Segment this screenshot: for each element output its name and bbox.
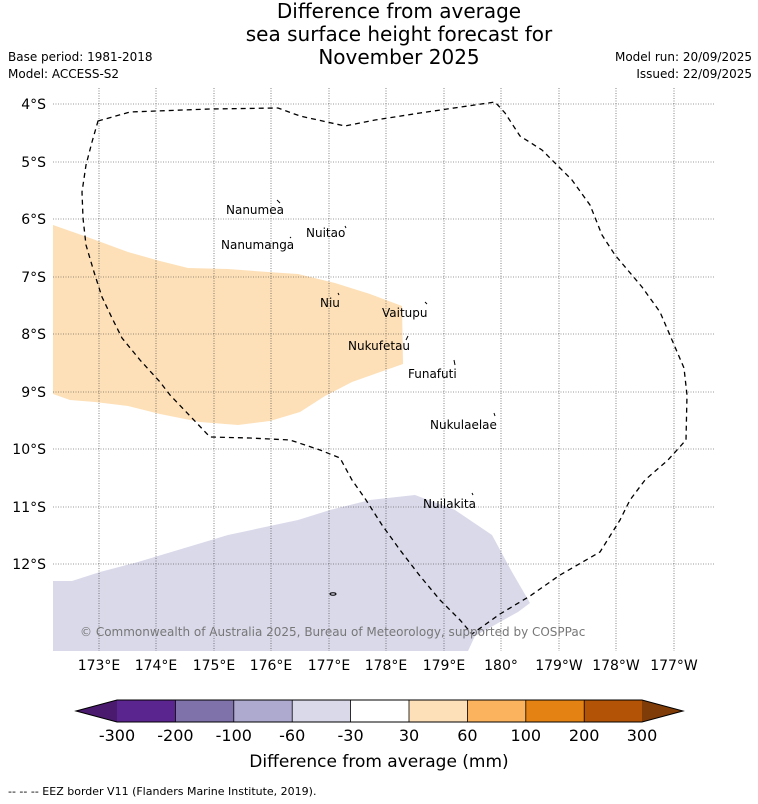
island-mark-reef [329, 592, 337, 596]
title-line-3: November 2025 [318, 45, 480, 69]
lat-label: 4°S [21, 97, 46, 113]
colorbar-segment [467, 700, 526, 722]
lat-label: 11°S [12, 500, 46, 516]
colorbar-tick: -100 [216, 726, 252, 745]
island-mark-niu [337, 292, 340, 296]
meta-left: Base period: 1981-2018 Model: ACCESS-S2 [8, 49, 153, 83]
lon-label: 176°E [250, 658, 293, 674]
island-label-nukufetau: Nukufetau [348, 339, 410, 353]
island-label-nuitao: Nuitao [306, 226, 345, 240]
colorbar: -300 -200 -100 -60 -30 30 60 100 200 300… [74, 699, 685, 772]
island-label-niu: Niu [320, 296, 340, 310]
lat-label: 8°S [21, 327, 46, 343]
lon-label: 178°W [592, 658, 640, 674]
island-mark-funafuti [453, 359, 456, 366]
island-label-vaitupu: Vaitupu [382, 306, 428, 320]
colorbar-tick: 100 [511, 726, 542, 745]
island-mark-vaitupu [424, 301, 428, 305]
island-mark-nuilakita [471, 492, 474, 496]
lat-label: 9°S [21, 385, 46, 401]
lon-label: 179°W [535, 658, 583, 674]
island-mark-nukufetau [405, 335, 409, 341]
colorbar-segment [292, 700, 351, 722]
lat-label: 6°S [21, 212, 46, 228]
colorbar-tick: 30 [399, 726, 419, 745]
island-mark-nukulaelae [493, 412, 496, 417]
lon-label: 177°E [308, 658, 351, 674]
lon-label: 174°E [135, 658, 178, 674]
model-name: Model: ACCESS-S2 [8, 67, 120, 81]
negative-anomaly-region [53, 495, 530, 651]
model-run: Model run: 20/09/2025 [614, 50, 752, 64]
island-mark-nanumanga [289, 236, 292, 239]
lat-label: 10°S [12, 442, 46, 458]
colorbar-segment [175, 700, 234, 722]
lon-label: 173°E [78, 658, 121, 674]
colorbar-segment [409, 700, 468, 722]
lon-label: 180° [484, 658, 518, 674]
island-mark-nuitao [344, 225, 347, 229]
eez-border [81, 101, 688, 635]
colorbar-tick: -30 [338, 726, 364, 745]
base-period: Base period: 1981-2018 [8, 50, 153, 64]
colorbar-segment [233, 700, 293, 722]
colorbar-segment [584, 700, 642, 722]
colorbar-tick: -200 [157, 726, 193, 745]
colorbar-extend-min [76, 700, 117, 722]
map-title: Difference from average sea surface heig… [0, 0, 758, 69]
island-marks [276, 199, 496, 596]
gridlines [53, 88, 714, 651]
colorbar-tick: 60 [457, 726, 477, 745]
colorbar-segment [117, 700, 176, 722]
positive-anomaly-region [53, 225, 403, 425]
colorbar-tick: 200 [569, 726, 600, 745]
issued-date: Issued: 22/09/2025 [636, 67, 752, 81]
map-area [53, 225, 530, 651]
island-mark-nanumea [276, 199, 281, 204]
eez-footnote: -- -- -- EEZ border V11 (Flanders Marine… [8, 785, 317, 798]
colorbar-label: Difference from average (mm) [249, 752, 508, 772]
colorbar-tick: -60 [279, 726, 305, 745]
lon-label: 179°E [423, 658, 466, 674]
colorbar-tick: 300 [627, 726, 658, 745]
lon-label: 175°E [193, 658, 236, 674]
copyright-text: © Commonwealth of Australia 2025, Bureau… [80, 625, 585, 639]
island-label-nanumanga: Nanumanga [221, 238, 294, 252]
lon-label: 178°E [365, 658, 408, 674]
lon-label: 177°W [650, 658, 698, 674]
colorbar-segment [525, 700, 585, 722]
colorbar-segment [350, 700, 409, 722]
island-label-nanumea: Nanumea [226, 203, 284, 217]
meta-right: Model run: 20/09/2025 Issued: 22/09/2025 [615, 49, 752, 83]
lat-label: 12°S [12, 557, 46, 573]
title-line-1: Difference from average [276, 0, 522, 23]
island-label-nuilakita: Nuilakita [423, 497, 476, 511]
lat-label: 7°S [21, 270, 46, 286]
island-label-nukulaelae: Nukulaelae [430, 418, 497, 432]
title-line-2: sea surface height forecast for [245, 22, 553, 46]
island-label-funafuti: Funafuti [408, 367, 457, 381]
colorbar-extend-max [642, 700, 683, 722]
lat-label: 5°S [21, 155, 46, 171]
colorbar-tick: -300 [99, 726, 135, 745]
